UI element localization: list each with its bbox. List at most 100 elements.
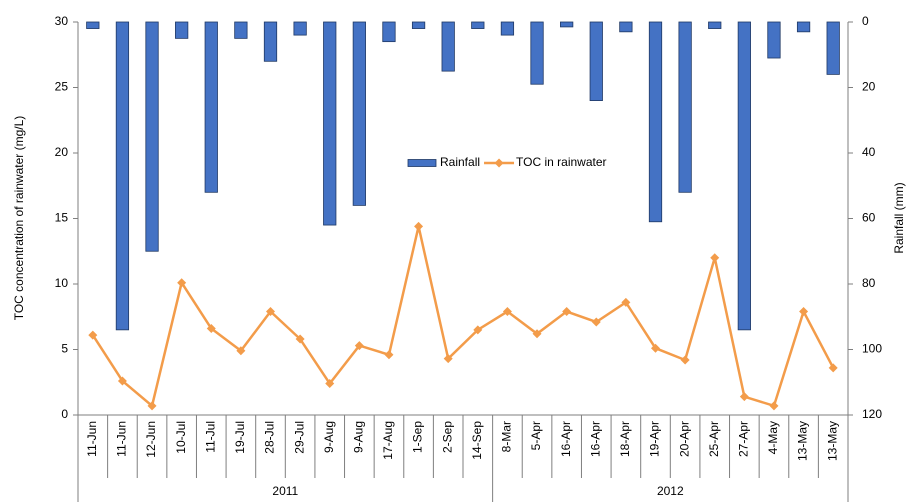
- y2-tick-label: 120: [862, 407, 882, 421]
- x-tick-label: 28-Jul: [263, 421, 277, 454]
- point: [88, 330, 98, 340]
- x-tick-label: 25-Apr: [707, 421, 721, 457]
- point: [502, 307, 512, 317]
- bar: [441, 21, 455, 72]
- point: [295, 334, 305, 344]
- point: [117, 376, 127, 386]
- x-tick-label: 27-Apr: [737, 421, 751, 457]
- x-tick-label: 2-Sep: [440, 421, 454, 453]
- point: [532, 329, 542, 339]
- point: [562, 307, 572, 317]
- point: [591, 317, 601, 327]
- x-tick-label: 9-Aug: [352, 421, 366, 453]
- y2-tick-label: 80: [862, 276, 876, 290]
- x-tick-label: 1-Sep: [411, 421, 425, 453]
- point: [651, 343, 660, 353]
- point: [325, 379, 335, 389]
- x-tick-label: 5-Apr: [529, 421, 543, 450]
- bar: [293, 21, 307, 36]
- bar: [234, 21, 248, 39]
- group-label: 2012: [657, 484, 684, 498]
- bar: [648, 21, 663, 223]
- point: [680, 355, 690, 365]
- bar: [500, 21, 515, 36]
- x-tick-label: 19-Jul: [233, 421, 247, 454]
- point: [236, 346, 246, 356]
- bar: [204, 21, 218, 193]
- bar: [708, 21, 722, 29]
- x-tick-label: 20-Apr: [677, 421, 691, 457]
- bar: [826, 21, 840, 75]
- x-tick-label: 10-Jul: [174, 421, 188, 454]
- bar: [796, 21, 811, 33]
- bar: [145, 21, 159, 252]
- bar: [589, 21, 603, 101]
- point: [206, 324, 216, 334]
- point: [384, 350, 394, 360]
- bar: [619, 21, 633, 33]
- bar: [471, 21, 485, 29]
- y-axis-title: TOC concentration of rainwater (mg/L): [12, 116, 26, 321]
- bar: [530, 21, 544, 85]
- point: [266, 307, 275, 317]
- point: [443, 354, 453, 364]
- y-tick-label: 25: [55, 80, 69, 94]
- legend-swatch: [494, 158, 504, 168]
- bar: [560, 21, 574, 28]
- x-tick-label: 9-Aug: [322, 421, 336, 453]
- x-tick-label: 11-Jun: [85, 421, 99, 457]
- x-tick-label: 18-Apr: [618, 421, 632, 457]
- group-label: 2011: [272, 484, 298, 498]
- bar: [382, 21, 396, 43]
- x-tick-label: 29-Jul: [292, 421, 306, 454]
- x-tick-label: 11-Jul: [203, 421, 217, 453]
- y-tick-label: 5: [61, 342, 68, 356]
- bar: [737, 21, 751, 331]
- y2-tick-label: 100: [862, 342, 882, 356]
- point: [473, 325, 483, 335]
- bar: [115, 21, 130, 331]
- y-tick-label: 10: [55, 276, 69, 290]
- x-tick-label: 17-Aug: [381, 421, 395, 460]
- bar: [323, 21, 337, 226]
- y-tick-label: 20: [55, 145, 69, 159]
- y2-tick-label: 20: [862, 80, 876, 94]
- legend-label: Rainfall: [440, 155, 480, 169]
- point: [354, 341, 364, 351]
- x-tick-label: 11-Jun: [115, 421, 129, 457]
- point: [769, 401, 779, 411]
- y2-tick-label: 60: [862, 211, 876, 225]
- x-tick-label: 19-Apr: [648, 421, 662, 457]
- point: [414, 221, 424, 231]
- legend-label: TOC in rainwater: [516, 155, 606, 169]
- point: [828, 363, 838, 373]
- x-tick-label: 14-Sep: [470, 421, 484, 460]
- x-tick-label: 13-May: [825, 421, 839, 461]
- legend-swatch: [407, 159, 437, 167]
- x-tick-label: 8-Mar: [500, 421, 514, 452]
- x-tick-label: 12-Jun: [144, 421, 158, 458]
- point: [799, 307, 809, 317]
- line: [91, 226, 835, 409]
- point: [177, 278, 187, 288]
- point: [621, 297, 631, 307]
- bar: [86, 21, 100, 29]
- x-tick-label: 4-May: [766, 421, 780, 454]
- y-tick-label: 30: [55, 14, 69, 28]
- y2-tick-label: 0: [862, 14, 869, 28]
- y2-tick-label: 40: [862, 145, 876, 159]
- bar: [263, 21, 278, 62]
- bar: [411, 21, 426, 29]
- y2-axis-title: Rainfall (mm): [892, 182, 906, 253]
- point: [147, 401, 157, 411]
- bar: [767, 21, 781, 59]
- bar: [175, 21, 189, 39]
- point: [739, 392, 749, 402]
- x-tick-label: 16-Apr: [559, 421, 573, 457]
- y-tick-label: 15: [55, 211, 69, 225]
- y-tick-label: 0: [61, 407, 68, 421]
- bar: [678, 21, 692, 193]
- x-tick-label: 13-May: [796, 421, 810, 461]
- x-tick-label: 16-Apr: [588, 421, 602, 457]
